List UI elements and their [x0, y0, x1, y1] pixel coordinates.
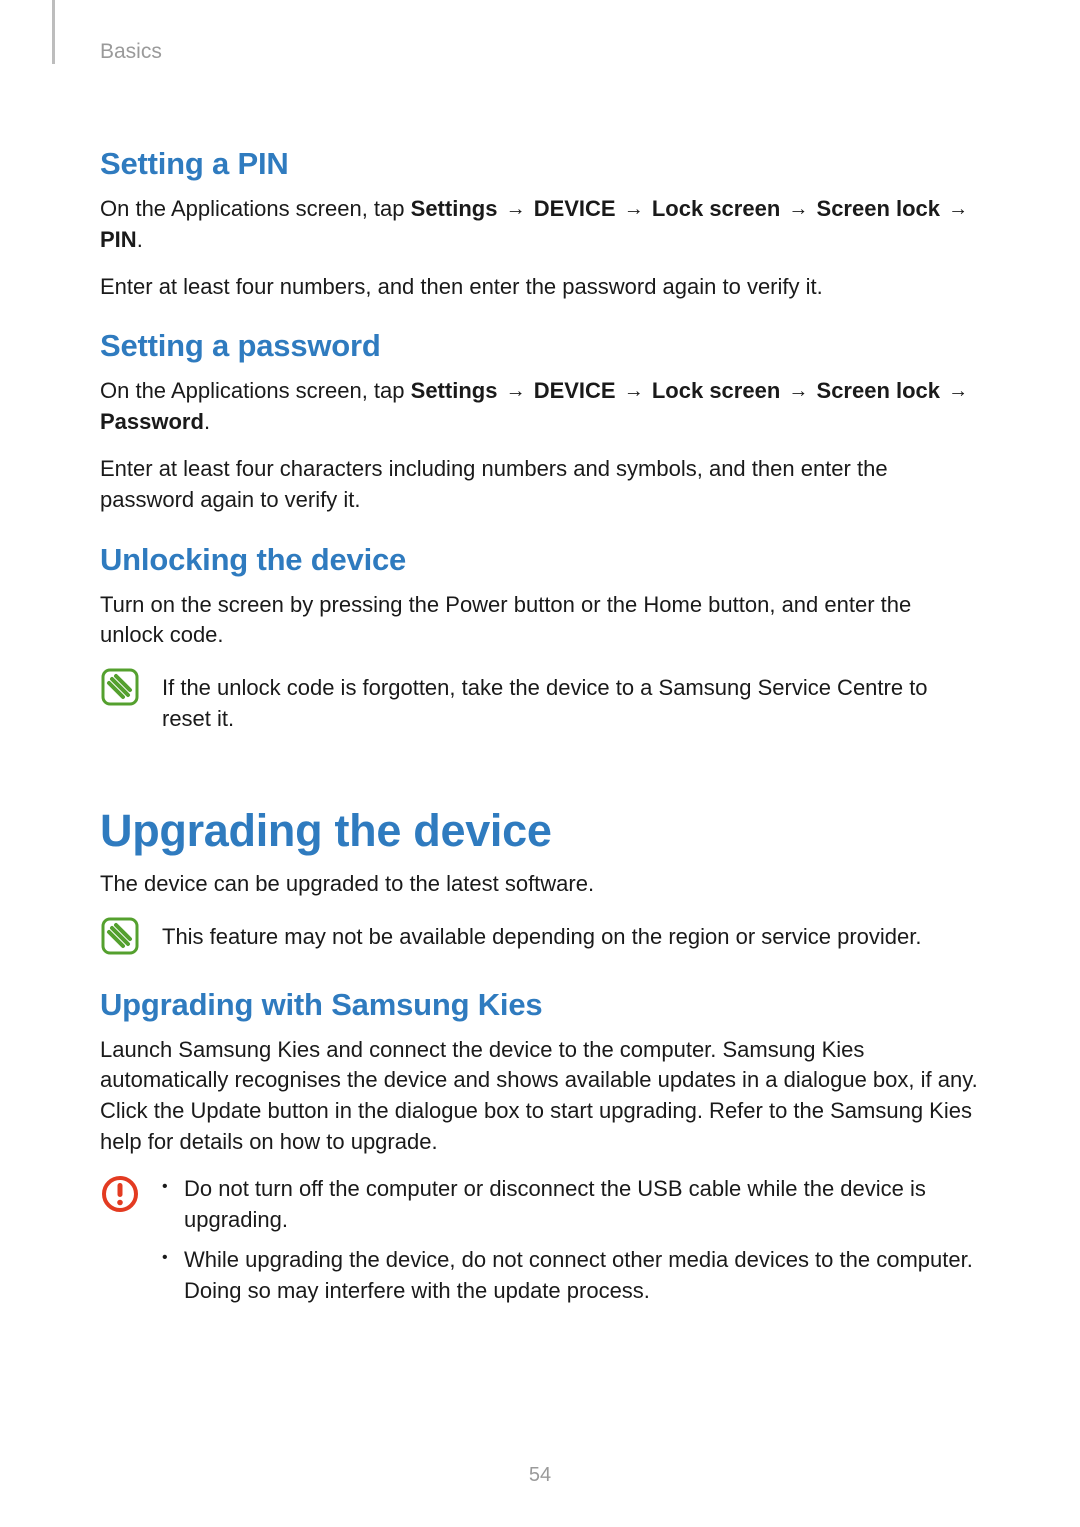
text: On the Applications screen, tap	[100, 196, 411, 221]
path-screen-lock: Screen lock	[817, 378, 941, 403]
kies-instruction: Launch Samsung Kies and connect the devi…	[100, 1035, 980, 1158]
text: .	[137, 227, 143, 252]
path-settings: Settings	[411, 378, 498, 403]
section-upgrading-device: Upgrading the device The device can be u…	[100, 805, 980, 961]
arrow-icon: →	[946, 377, 970, 405]
page-number: 54	[0, 1464, 1080, 1487]
path-settings: Settings	[411, 196, 498, 221]
arrow-icon: →	[786, 377, 810, 405]
info-note-text: This feature may not be available depend…	[162, 916, 980, 953]
section-unlocking-device: Unlocking the device Turn on the screen …	[100, 542, 980, 735]
path-password: Password	[100, 409, 204, 434]
path-screen-lock: Screen lock	[817, 196, 941, 221]
section-setting-password: Setting a password On the Applications s…	[100, 328, 980, 515]
arrow-icon: →	[786, 195, 810, 223]
path-device: DEVICE	[534, 378, 616, 403]
header-tab-mark	[52, 0, 55, 64]
arrow-icon: →	[504, 377, 528, 405]
heading-setting-password: Setting a password	[100, 328, 980, 364]
password-instruction: Enter at least four characters including…	[100, 454, 980, 516]
heading-unlocking-device: Unlocking the device	[100, 542, 980, 578]
path-lock-screen: Lock screen	[652, 196, 780, 221]
heading-setting-pin: Setting a PIN	[100, 146, 980, 182]
document-page: Basics Setting a PIN On the Applications…	[0, 0, 1080, 1527]
caution-item: While upgrading the device, do not conne…	[162, 1245, 980, 1307]
pin-nav-path: On the Applications screen, tap Settings…	[100, 194, 980, 256]
upgrade-intro: The device can be upgraded to the latest…	[100, 869, 980, 900]
info-icon	[100, 916, 140, 961]
path-device: DEVICE	[534, 196, 616, 221]
arrow-icon: →	[946, 195, 970, 223]
path-pin: PIN	[100, 227, 137, 252]
text: On the Applications screen, tap	[100, 378, 411, 403]
path-lock-screen: Lock screen	[652, 378, 780, 403]
section-upgrading-kies: Upgrading with Samsung Kies Launch Samsu…	[100, 987, 980, 1317]
password-nav-path: On the Applications screen, tap Settings…	[100, 376, 980, 438]
caution-item: Do not turn off the computer or disconne…	[162, 1174, 980, 1236]
info-note-text: If the unlock code is forgotten, take th…	[162, 667, 980, 735]
arrow-icon: →	[504, 195, 528, 223]
info-note: This feature may not be available depend…	[100, 916, 980, 961]
pin-instruction: Enter at least four numbers, and then en…	[100, 272, 980, 303]
page-content: Setting a PIN On the Applications screen…	[100, 40, 980, 1317]
caution-note: Do not turn off the computer or disconne…	[100, 1174, 980, 1317]
unlock-instruction: Turn on the screen by pressing the Power…	[100, 590, 980, 652]
caution-icon	[100, 1174, 140, 1219]
arrow-icon: →	[622, 377, 646, 405]
caution-list: Do not turn off the computer or disconne…	[162, 1174, 980, 1317]
running-head: Basics	[100, 40, 162, 64]
arrow-icon: →	[622, 195, 646, 223]
section-setting-pin: Setting a PIN On the Applications screen…	[100, 146, 980, 302]
heading-upgrading-kies: Upgrading with Samsung Kies	[100, 987, 980, 1023]
info-note: If the unlock code is forgotten, take th…	[100, 667, 980, 735]
text: .	[204, 409, 210, 434]
info-icon	[100, 667, 140, 712]
heading-upgrading-device: Upgrading the device	[100, 805, 980, 857]
